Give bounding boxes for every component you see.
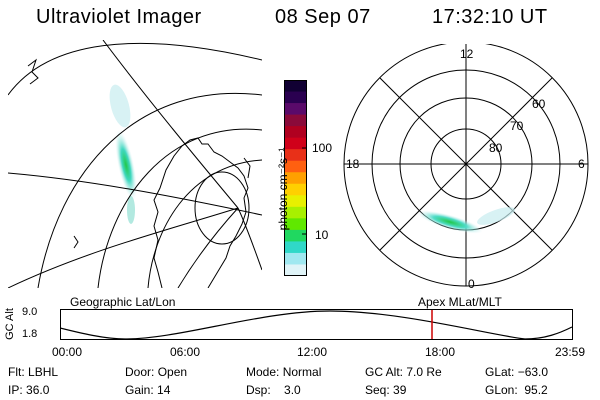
- colorbar-stripe: [284, 103, 307, 116]
- colorbar-stripe: [284, 218, 307, 231]
- colorbar-stripe: [284, 114, 307, 127]
- timeline-x-tick: 23:59: [555, 345, 586, 359]
- mlt-line: [379, 77, 553, 251]
- status-flt: Flt: LBHL: [8, 365, 59, 379]
- timeline-y-axis-label: GC Alt: [3, 308, 16, 340]
- lat-label-80: 80: [489, 141, 503, 155]
- colorbar-stripe: [284, 149, 307, 162]
- colorbar-tick-label: 10: [315, 228, 329, 242]
- lon-line: [8, 207, 239, 288]
- mlt-label-0: 0: [468, 277, 475, 291]
- polar-plot: [343, 44, 589, 287]
- timeline-x-tick: 12:00: [297, 345, 328, 359]
- coastline: [73, 235, 79, 249]
- status-ip: IP: 36.0: [8, 383, 50, 397]
- coastline: [153, 137, 249, 288]
- lat-label-70: 70: [510, 119, 524, 133]
- colorbar: [284, 80, 307, 276]
- auroral-oval-emission: [417, 210, 483, 234]
- status-mode: Mode: Normal: [246, 365, 322, 379]
- colorbar-stripe: [284, 91, 307, 104]
- lat-label-60: 60: [532, 97, 546, 111]
- timeline-y-tick: 1.8: [22, 328, 38, 340]
- instrument-title: Ultraviolet Imager: [36, 6, 202, 28]
- aurora-emission: [115, 129, 137, 201]
- mlt-label-12: 12: [460, 47, 474, 61]
- lon-line: [237, 207, 262, 271]
- timeline-y-tick: 9.0: [22, 306, 38, 318]
- colorbar-stripe: [284, 126, 307, 139]
- colorbar-stripe: [284, 160, 307, 173]
- aurora-faint: [109, 84, 131, 128]
- colorbar-stripe: [284, 195, 307, 208]
- coastline: [27, 58, 39, 85]
- lat-arc: [97, 128, 262, 288]
- altitude-trace: [60, 310, 573, 340]
- status-gain: Gain: 14: [125, 383, 171, 397]
- auroral-oval-faint: [477, 207, 515, 225]
- colorbar-stripe: [284, 252, 307, 266]
- lon-line: [102, 40, 239, 209]
- timeline-x-tick: 06:00: [170, 345, 201, 359]
- status-dsp: Dsp: 3.0: [246, 383, 301, 397]
- status-gc-alt: GC Alt: 7.0 Re: [365, 365, 442, 379]
- geographic-map: [8, 40, 262, 288]
- lat-arc: [147, 159, 262, 288]
- time-label: 17:32:10 UT: [432, 6, 548, 28]
- lat-arc: [8, 42, 262, 96]
- coastline: [243, 157, 251, 179]
- timeline-right-caption: Apex MLat/MLT: [418, 295, 502, 309]
- colorbar-stripe: [284, 229, 307, 243]
- terminator: [194, 171, 250, 245]
- status-glat: GLat: −63.0: [485, 365, 549, 379]
- status-door: Door: Open: [125, 365, 188, 379]
- aurora-faint: [127, 196, 135, 224]
- colorbar-unit-label: photon cm⁻²s⁻¹: [276, 147, 290, 231]
- status-seq: Seq: 39: [365, 383, 407, 397]
- lon-line: [8, 172, 262, 216]
- colorbar-stripe: [284, 172, 307, 185]
- colorbar-stripe: [284, 183, 307, 196]
- status-glon: GLon: 95.2: [485, 383, 548, 397]
- lat-arc: [37, 93, 262, 288]
- timeline-left-caption: Geographic Lat/Lon: [70, 295, 176, 309]
- colorbar-tick-label: 100: [312, 141, 333, 155]
- mlt-label-6: 6: [578, 157, 585, 171]
- colorbar-stripe: [284, 264, 307, 276]
- colorbar-stripe: [284, 241, 307, 254]
- timeline-x-tick: 00:00: [52, 345, 83, 359]
- lon-line: [177, 207, 239, 288]
- altitude-timeline: [60, 309, 573, 340]
- colorbar-stripe: [284, 137, 307, 150]
- mlt-label-18: 18: [346, 157, 360, 171]
- date-label: 08 Sep 07: [275, 6, 371, 28]
- colorbar-stripe: [284, 206, 307, 219]
- timeline-x-tick: 18:00: [425, 345, 456, 359]
- colorbar-stripe: [284, 80, 307, 93]
